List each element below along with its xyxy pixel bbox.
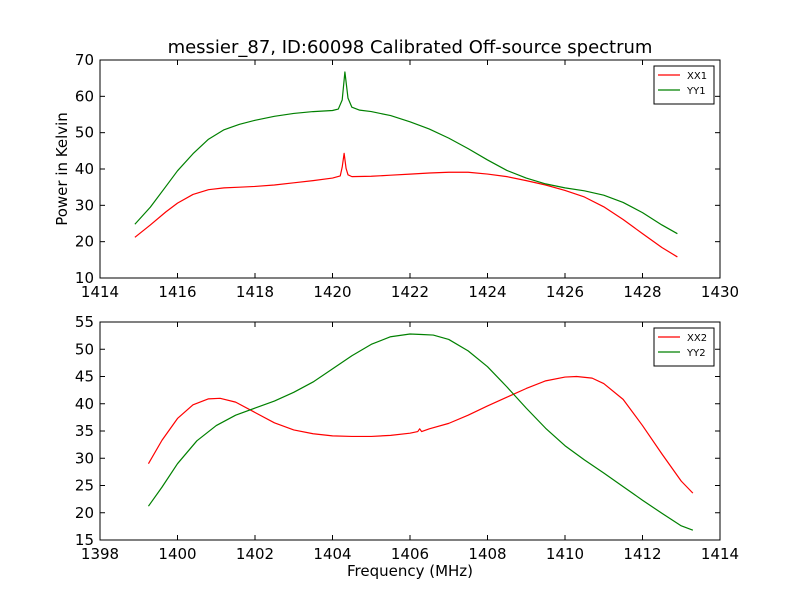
y-tick-label: 50 [75,340,94,358]
x-tick-label: 1406 [391,545,429,563]
y-tick-label: 45 [75,368,94,386]
x-tick-label: 1430 [701,283,739,301]
y-tick-label: 55 [75,313,94,331]
figure-title: messier_87, ID:60098 Calibrated Off-sour… [168,37,653,58]
x-tick-label: 1398 [81,545,119,563]
subplot-2: 1398 1400 1402 1404 1406 1408 1410 1412 1414 15 20… [75,313,739,580]
y-tick-label: 20 [75,504,94,522]
legend-label-xx1: XX1 [687,71,707,82]
x-tick-label: 1404 [313,545,351,563]
y-tick-label: 25 [75,477,94,495]
x-tick-label: 1422 [391,283,429,301]
y-tick-label: 50 [75,124,94,142]
series-line-yy1 [134,71,678,235]
x-tick-label: 1414 [701,545,739,563]
y-tick-label: 35 [75,422,94,440]
y-tick-label: 40 [75,160,94,178]
x-tick-label: 1420 [313,283,351,301]
series-line-xx1 [134,152,678,258]
y-axis-label: Power in Kelvin [53,112,71,226]
y-tick-label: 60 [75,87,94,105]
y-tick-label: 30 [75,449,94,467]
legend-label-xx2: XX2 [687,333,707,344]
y-tick-label: 20 [75,233,94,251]
legend-label-yy2: YY2 [686,348,706,359]
subplot-1: 1414 1416 1418 1420 1422 1424 1426 1428 1430 10 20… [53,51,739,301]
x-tick-label: 1402 [236,545,274,563]
y-tick-label: 40 [75,395,94,413]
x-tick-label: 1400 [158,545,196,563]
x-tick-label: 1428 [623,283,661,301]
y-tick-label: 15 [75,531,94,549]
legend-box [653,327,715,367]
plots-container: 1414 1416 1418 1420 1422 1424 1426 1428 1430 10 20… [53,51,739,580]
x-tick-label: 1424 [468,283,506,301]
x-tick-label: 1426 [546,283,584,301]
x-tick-label: 1410 [546,545,584,563]
y-tick-label: 30 [75,196,94,214]
legend-box [653,65,715,105]
x-tick-label: 1414 [81,283,119,301]
series-line-yy2 [147,333,694,531]
x-tick-label: 1408 [468,545,506,563]
x-axis-label: Frequency (MHz) [347,562,473,580]
y-tick-label: 10 [75,269,94,287]
y-tick-label: 70 [75,51,94,69]
legend-label-yy1: YY1 [686,86,706,97]
x-tick-label: 1418 [236,283,274,301]
x-tick-label: 1412 [623,545,661,563]
x-tick-label: 1416 [158,283,196,301]
series-line-xx2 [147,375,694,494]
